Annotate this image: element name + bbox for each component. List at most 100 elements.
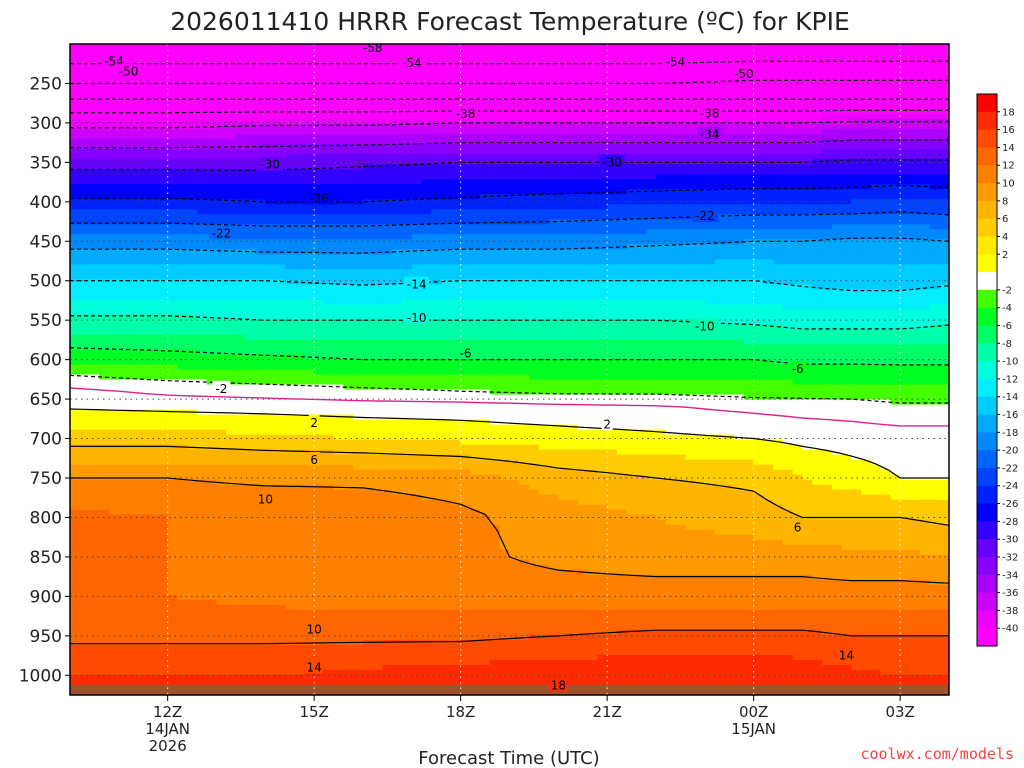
temperature-cell: [167, 489, 179, 496]
temperature-cell: [89, 94, 101, 100]
temperature-cell: [333, 544, 345, 551]
temperature-cell: [284, 384, 296, 391]
temperature-cell: [333, 349, 345, 356]
temperature-cell: [284, 354, 296, 361]
temperature-cell: [333, 549, 345, 556]
temperature-cell: [402, 74, 413, 80]
temperature-cell: [392, 279, 403, 286]
temperature-cell: [245, 264, 257, 271]
temperature-cell: [284, 469, 296, 476]
temperature-cell: [148, 544, 159, 551]
temperature-cell: [138, 259, 149, 266]
temperature-cell: [89, 59, 101, 65]
temperature-cell: [411, 434, 423, 441]
temperature-cell: [226, 419, 237, 426]
temperature-cell: [314, 329, 325, 336]
temperature-cell: [275, 174, 286, 181]
temperature-cell: [402, 384, 413, 391]
temperature-cell: [99, 619, 110, 626]
temperature-cell: [431, 339, 442, 346]
temperature-cell: [441, 109, 452, 115]
temperature-cell: [372, 349, 384, 356]
temperature-cell: [323, 84, 335, 90]
temperature-cell: [411, 174, 423, 181]
temperature-cell: [138, 349, 149, 356]
temperature-cell: [196, 554, 208, 561]
temperature-cell: [294, 289, 306, 296]
temperature-cell: [109, 99, 120, 105]
temperature-cell: [138, 229, 149, 236]
temperature-cell: [275, 574, 286, 581]
temperature-cell: [294, 614, 306, 621]
temperature-cell: [431, 204, 442, 211]
temperature-cell: [216, 374, 228, 381]
temperature-cell: [167, 334, 179, 341]
temperature-cell: [226, 294, 237, 301]
temperature-cell: [196, 144, 208, 150]
temperature-cell: [70, 99, 81, 105]
temperature-cell: [304, 134, 315, 140]
temperature-cell: [167, 154, 179, 160]
temperature-cell: [314, 59, 325, 65]
temperature-cell: [275, 584, 286, 591]
temperature-cell: [411, 149, 423, 155]
temperature-cell: [99, 399, 110, 406]
temperature-cell: [118, 259, 130, 266]
temperature-cell: [99, 199, 110, 206]
temperature-cell: [138, 69, 149, 75]
temperature-cell: [177, 469, 188, 476]
temperature-cell: [323, 104, 335, 110]
temperature-cell: [323, 99, 335, 105]
temperature-cell: [226, 264, 237, 271]
temperature-cell: [70, 139, 81, 145]
temperature-cell: [109, 614, 120, 621]
temperature-cell: [148, 254, 159, 261]
temperature-cell: [275, 369, 286, 376]
temperature-cell: [304, 64, 315, 70]
temperature-cell: [99, 79, 110, 85]
temperature-cell: [148, 309, 159, 316]
temperature-cell: [382, 214, 394, 221]
temperature-cell: [128, 479, 140, 486]
temperature-cell: [275, 259, 286, 266]
temperature-cell: [89, 594, 101, 601]
temperature-cell: [392, 649, 403, 656]
temperature-cell: [236, 659, 247, 666]
temperature-cell: [421, 674, 433, 681]
temperature-cell: [353, 309, 364, 316]
temperature-cell: [70, 554, 81, 561]
temperature-cell: [265, 129, 276, 135]
temperature-cell: [275, 459, 286, 466]
temperature-cell: [255, 424, 267, 431]
temperature-cell: [216, 164, 228, 170]
temperature-cell: [79, 669, 91, 676]
temperature-cell: [226, 564, 237, 571]
temperature-cell: [343, 339, 355, 346]
temperature-cell: [157, 314, 169, 321]
temperature-cell: [216, 669, 228, 676]
temperature-cell: [216, 264, 228, 271]
temperature-cell: [314, 584, 325, 591]
temperature-cell: [275, 644, 286, 651]
temperature-cell: [196, 544, 208, 551]
temperature-cell: [431, 564, 442, 571]
temperature-cell: [245, 374, 257, 381]
temperature-cell: [138, 584, 149, 591]
temperature-cell: [421, 334, 433, 341]
temperature-cell: [70, 64, 81, 70]
temperature-cell: [284, 439, 296, 446]
temperature-cell: [157, 364, 169, 371]
temperature-cell: [89, 364, 101, 371]
temperature-cell: [157, 59, 169, 65]
temperature-cell: [79, 194, 91, 201]
temperature-cell: [421, 149, 433, 155]
temperature-cell: [314, 469, 325, 476]
temperature-cell: [343, 614, 355, 621]
temperature-cell: [314, 634, 325, 641]
temperature-cell: [167, 364, 179, 371]
temperature-cell: [138, 579, 149, 586]
temperature-cell: [314, 234, 325, 241]
temperature-cell: [411, 454, 423, 461]
temperature-cell: [187, 209, 198, 216]
temperature-cell: [216, 94, 228, 100]
